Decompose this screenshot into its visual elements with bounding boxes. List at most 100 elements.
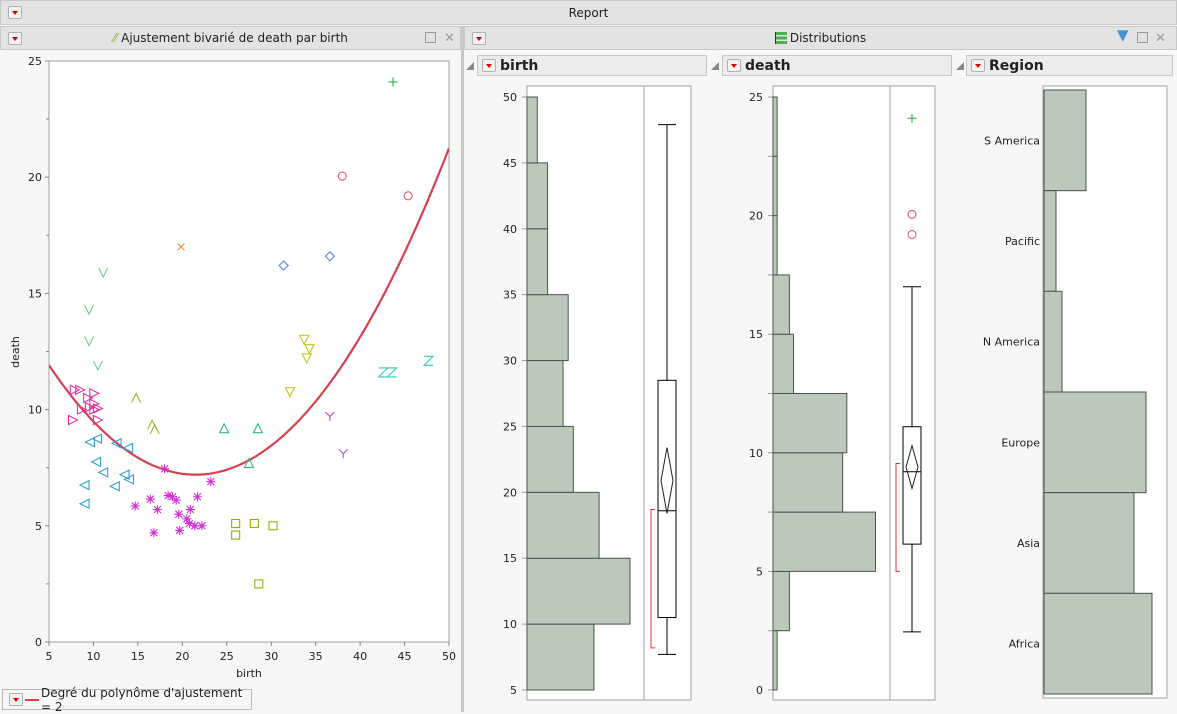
region-bar [1043, 492, 1135, 594]
marker-shape [149, 423, 160, 435]
marker-shape [69, 384, 81, 396]
death-y-tick-label: 0 [756, 684, 763, 697]
region-category-label: Europe [1001, 436, 1040, 449]
panel-divider[interactable] [461, 26, 464, 712]
marker-caret [131, 392, 142, 403]
marker-diamond [278, 260, 289, 271]
bivariate-title: Ajustement bivarié de death par birth [121, 31, 348, 45]
distributions-title: Distributions [789, 31, 867, 45]
death-plot-frame [772, 85, 936, 701]
birth-y-tick-label: 10 [503, 618, 517, 631]
death-histogram-bar [772, 630, 778, 691]
birth-y-tick-label: 15 [503, 552, 517, 565]
marker-v [98, 267, 109, 279]
marker-shape [338, 448, 349, 459]
marker-tri-left [123, 473, 135, 485]
death-y-tick-label: 15 [749, 328, 763, 341]
birth-column-title: birth [500, 57, 539, 74]
distributions-menu-button[interactable] [472, 32, 486, 45]
marker-shape [84, 336, 94, 347]
maximize-icon[interactable] [1137, 32, 1148, 43]
death-menu-button[interactable] [727, 59, 741, 72]
marker-shape [78, 479, 90, 491]
marker-tri-left [122, 442, 134, 454]
collapse-region-icon[interactable] [956, 62, 964, 70]
marker-shape [175, 525, 185, 535]
collapse-death-icon[interactable] [711, 62, 719, 70]
marker-shape [206, 477, 216, 487]
x-tick-label: 20 [175, 650, 189, 663]
marker-asterisk [174, 509, 184, 519]
marker-tri-up [243, 457, 255, 469]
marker-circle [337, 171, 347, 181]
marker-shape [163, 491, 173, 501]
death-histogram-bar [772, 215, 778, 276]
marker-shape [67, 414, 79, 426]
marker-asterisk [184, 518, 194, 528]
marker-shape [403, 191, 413, 201]
y-tick-label: 15 [28, 287, 42, 300]
marker-asterisk [197, 521, 207, 531]
death-histogram-bar [772, 96, 778, 157]
marker-tri-left [78, 498, 90, 510]
x-tick-label: 15 [131, 650, 145, 663]
marker-asterisk [192, 492, 202, 502]
death-column-title: death [745, 57, 791, 74]
fit-menu-button[interactable] [9, 693, 23, 706]
marker-shape [386, 367, 398, 378]
close-icon[interactable]: ✕ [1155, 31, 1166, 46]
marker-x [177, 243, 185, 251]
maximize-icon[interactable] [425, 32, 436, 43]
marker-shape [231, 530, 241, 540]
region-category-label: N America [983, 336, 1040, 349]
marker-tri-right [69, 384, 81, 396]
marker-square [249, 518, 259, 529]
marker-v [92, 360, 103, 372]
bivariate-menu-button[interactable] [8, 32, 22, 45]
marker-shape [92, 360, 103, 372]
collapse-birth-icon[interactable] [466, 62, 474, 70]
marker-shape [97, 466, 109, 478]
marker-tri-right [89, 404, 101, 415]
birth-column-header: birth [477, 55, 707, 76]
marker-shape [83, 392, 94, 404]
region-menu-button[interactable] [971, 59, 985, 72]
y-tick-label: 25 [28, 55, 42, 68]
marker-shape [197, 521, 207, 531]
birth-histogram-bar [526, 162, 549, 230]
birth-y-tick-label: 50 [503, 91, 517, 104]
marker-shape [98, 267, 109, 279]
filter-icon[interactable]: ▼ [1117, 26, 1129, 44]
marker-shape [377, 367, 390, 378]
marker-shape [182, 514, 192, 524]
marker-shape [231, 518, 241, 529]
fit-legend[interactable]: Degré du polynôme d'ajustement = 2 [2, 686, 252, 714]
x-tick-label: 35 [309, 650, 323, 663]
x-tick-label: 50 [442, 650, 456, 663]
marker-circle [907, 230, 917, 240]
marker-shape [388, 77, 398, 87]
marker-tri-down [301, 353, 313, 365]
marker-asterisk [190, 521, 200, 531]
report-header: Report [0, 0, 1177, 25]
birth-menu-button[interactable] [482, 59, 496, 72]
report-menu-button[interactable] [8, 6, 22, 19]
marker-shape [268, 521, 278, 531]
marker-shape [110, 437, 122, 449]
marker-shape [152, 505, 162, 515]
marker-shape [78, 498, 90, 510]
marker-tri-down [298, 334, 310, 346]
marker-tri-right [75, 384, 86, 396]
marker-shape [89, 398, 101, 410]
marker-tri-down [304, 344, 315, 355]
region-bar [1043, 190, 1057, 292]
x-tick-label: 45 [398, 650, 412, 663]
marker-shape [91, 433, 103, 445]
marker-asterisk [130, 501, 140, 511]
marker-shape [325, 411, 335, 422]
death-y-tick-label: 20 [749, 210, 763, 223]
marker-shape [171, 495, 181, 505]
marker-shape [249, 518, 259, 529]
marker-y [325, 411, 335, 422]
close-icon[interactable]: ✕ [444, 31, 455, 46]
